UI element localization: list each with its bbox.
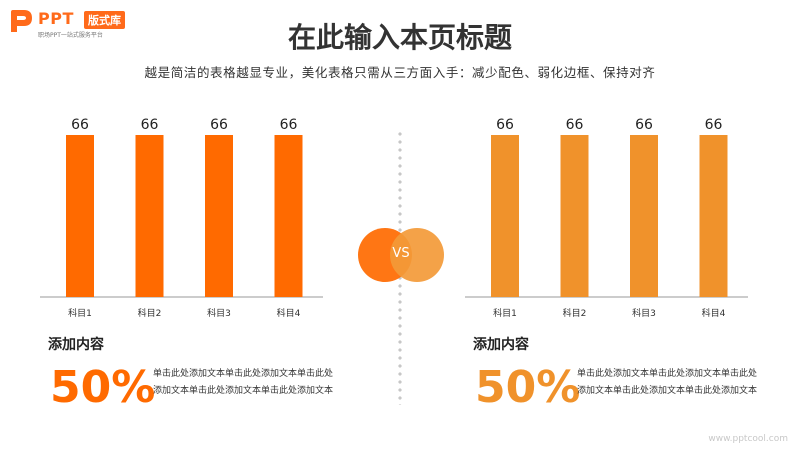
left-chart-tick-label: 科目3 bbox=[207, 307, 231, 319]
left-chart-data-label: 66 bbox=[141, 117, 159, 133]
right-chart-data-label: 66 bbox=[635, 117, 653, 133]
right-chart-tick-label: 科目1 bbox=[493, 307, 517, 319]
left-block-percent: 50% bbox=[50, 362, 156, 413]
right-chart-tick-label: 科目4 bbox=[702, 307, 726, 319]
right-chart-tick-label: 科目2 bbox=[563, 307, 587, 319]
right-chart-data-label: 66 bbox=[496, 117, 514, 133]
right-block-percent: 50% bbox=[475, 362, 581, 413]
left-chart-tick-label: 科目2 bbox=[138, 307, 162, 319]
right-chart-bar bbox=[491, 135, 519, 297]
left-block-text: 单击此处添加文本单击此处添加文本单击此处添加文本单击此处添加文本单击此处添加文本 bbox=[153, 369, 334, 396]
left-chart-bar bbox=[274, 135, 303, 297]
right-block-text: 单击此处添加文本单击此处添加文本单击此处添加文本单击此处添加文本单击此处添加文本 bbox=[577, 369, 758, 396]
right-chart-tick-label: 科目3 bbox=[632, 307, 656, 319]
brand-logo: PPT 版式库 职场PPT一站式服务平台 bbox=[8, 8, 158, 39]
right-chart-data-label: 66 bbox=[566, 117, 584, 133]
vs-label: VS bbox=[392, 246, 410, 261]
page-title: 在此输入本页标题 bbox=[287, 21, 512, 54]
right-block-heading: 添加内容 bbox=[473, 337, 529, 353]
page-subtitle: 越是简洁的表格越显专业，美化表格只需从三方面入手：减少配色、弱化边框、保持对齐 bbox=[144, 65, 656, 80]
left-chart-bar bbox=[135, 135, 164, 297]
right-chart-bar bbox=[560, 135, 589, 297]
left-chart-tick-label: 科目4 bbox=[277, 307, 301, 319]
left-chart-data-label: 66 bbox=[210, 117, 228, 133]
vs-badge: VS bbox=[358, 228, 444, 282]
right-chart-bar bbox=[630, 135, 658, 297]
left-bar-chart: 66 科目1 66 科目2 66 科目3 66 科目4 bbox=[40, 117, 323, 319]
right-chart-bar bbox=[699, 135, 728, 297]
logo-badge: 版式库 bbox=[84, 11, 125, 29]
right-chart-data-label: 66 bbox=[705, 117, 723, 133]
logo-tagline: 职场PPT一站式服务平台 bbox=[38, 32, 103, 39]
left-chart-bar bbox=[66, 135, 94, 297]
logo-brand-text: PPT bbox=[38, 9, 74, 28]
left-chart-data-label: 66 bbox=[71, 117, 89, 133]
watermark: www.pptcool.com bbox=[708, 434, 788, 444]
left-chart-tick-label: 科目1 bbox=[68, 307, 92, 319]
vs-circle-right bbox=[390, 228, 444, 282]
left-chart-bar bbox=[205, 135, 233, 297]
logo-p-icon bbox=[11, 10, 32, 32]
right-bar-chart: 66 科目1 66 科目2 66 科目3 66 科目4 bbox=[465, 117, 748, 319]
left-block-heading: 添加内容 bbox=[48, 337, 104, 353]
left-chart-data-label: 66 bbox=[280, 117, 298, 133]
